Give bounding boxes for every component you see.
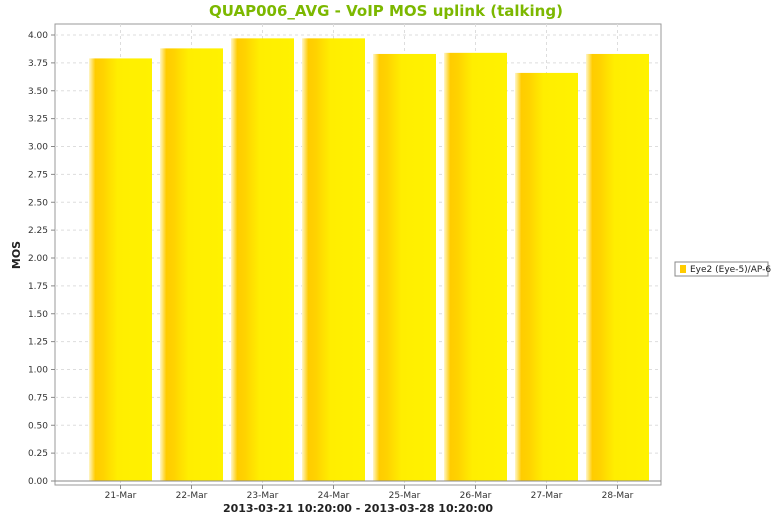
y-tick-label: 2.50	[28, 198, 48, 208]
bar	[89, 58, 152, 481]
y-axis: 0.00 0.25 0.50 0.75 1.00 1.25 1.50 1.75 2.00 2.25…	[28, 31, 55, 487]
y-tick-label: 1.25	[28, 338, 48, 348]
bars	[89, 38, 649, 482]
y-tick-label: 2.75	[28, 170, 48, 180]
bar	[515, 72, 578, 481]
bar	[160, 48, 223, 481]
y-tick-label: 1.00	[28, 366, 48, 376]
legend-swatch	[680, 265, 686, 273]
bar	[373, 53, 436, 482]
y-tick-label: 3.50	[28, 87, 48, 97]
y-tick-label: 1.50	[28, 310, 48, 320]
y-tick-label: 0.75	[28, 393, 48, 403]
y-tick-label: 3.25	[28, 115, 48, 125]
y-tick-label: 2.00	[28, 254, 48, 264]
x-axis-title: 2013-03-21 10:20:00 - 2013-03-28 10:20:0…	[223, 502, 493, 515]
y-tick-label: 0.25	[28, 449, 48, 459]
x-tick-label: 25-Mar	[389, 491, 421, 501]
chart-title: QUAP006_AVG - VoIP MOS uplink (talking)	[209, 2, 563, 20]
x-tick-label: 24-Mar	[318, 491, 350, 501]
y-tick-label: 4.00	[28, 31, 48, 41]
legend: Eye2 (Eye-5)/AP-62	[674, 261, 771, 277]
bar	[444, 52, 507, 482]
y-tick-label: 1.75	[28, 282, 48, 292]
bar	[302, 38, 365, 481]
y-tick-label: 3.75	[28, 59, 48, 69]
legend-label: Eye2 (Eye-5)/AP-62	[690, 265, 771, 275]
y-tick-label: 0.50	[28, 421, 48, 431]
x-tick-label: 22-Mar	[176, 491, 208, 501]
bar	[586, 53, 649, 482]
x-tick-label: 28-Mar	[602, 491, 634, 501]
x-tick-label: 23-Mar	[247, 491, 279, 501]
x-axis: 21-Mar 22-Mar 23-Mar 24-Mar 25-Mar 26-Mar 27-M…	[55, 480, 661, 501]
bar	[231, 38, 294, 481]
x-tick-label: 21-Mar	[105, 491, 137, 501]
y-tick-label: 2.25	[28, 226, 48, 236]
x-tick-label: 26-Mar	[460, 491, 492, 501]
legend-box	[674, 261, 769, 277]
y-axis-title: MOS	[10, 241, 23, 269]
y-tick-label: 0.00	[28, 477, 48, 487]
x-tick-label: 27-Mar	[531, 491, 563, 501]
y-tick-label: 3.00	[28, 143, 48, 153]
